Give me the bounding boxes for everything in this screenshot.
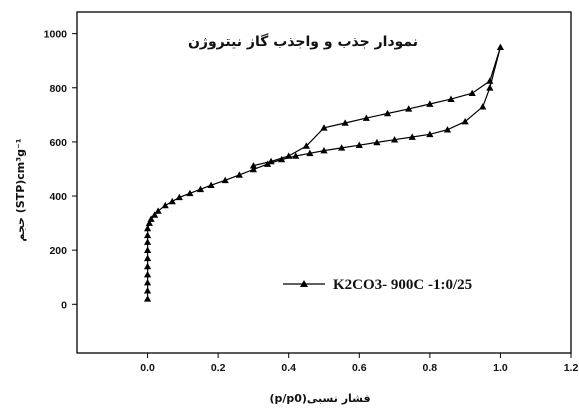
data-point <box>143 238 152 245</box>
data-point <box>486 77 494 84</box>
y-tick-label: 400 <box>49 191 67 203</box>
y-tick-label: 0 <box>61 299 67 311</box>
series-line <box>147 47 501 299</box>
x-tick-label: 0.4 <box>281 362 296 374</box>
data-point <box>320 124 328 131</box>
data-point <box>320 146 328 154</box>
data-point <box>207 181 215 189</box>
data-point <box>267 157 275 165</box>
data-point <box>143 295 152 302</box>
data-point <box>278 155 286 163</box>
data-point <box>168 197 176 205</box>
x-tick-label: 0.2 <box>211 362 226 374</box>
data-point <box>143 224 152 232</box>
axes: 0.0 0.2 0.4 0.6 0.8 1.0 1.2 0 200 400 600 800 1000 <box>44 29 579 374</box>
data-point <box>143 246 152 253</box>
data-point <box>496 43 505 50</box>
data-point <box>143 279 152 286</box>
series-layer <box>143 43 505 302</box>
data-point <box>362 114 370 121</box>
data-point <box>443 126 452 133</box>
data-point <box>373 138 381 146</box>
x-tick-label: 0.6 <box>352 362 367 374</box>
x-tick-label: 0.8 <box>423 362 438 374</box>
data-point <box>235 171 243 178</box>
plot-frame <box>76 11 572 354</box>
data-point <box>175 193 183 201</box>
data-point <box>221 176 229 184</box>
legend: K2CO3- 900C -1:0/25 <box>283 277 472 293</box>
y-tick-label: 800 <box>49 83 67 95</box>
data-point <box>426 130 434 138</box>
data-point <box>447 95 455 102</box>
x-tick-label: 1.0 <box>493 362 508 374</box>
legend-label: K2CO3- 900C -1:0/25 <box>333 277 472 293</box>
data-point <box>479 103 487 110</box>
title-box <box>158 28 448 54</box>
data-point <box>263 160 272 167</box>
y-axis-label: حجم (STP)cm³g⁻¹ <box>14 138 27 241</box>
data-point <box>161 201 169 209</box>
data-point <box>426 100 434 107</box>
data-point <box>306 149 314 157</box>
data-point <box>292 152 300 159</box>
x-axis-label: (p/p0)فشار نسبی <box>269 392 370 405</box>
data-point <box>468 89 476 96</box>
data-point <box>143 262 152 270</box>
data-point <box>143 254 152 262</box>
data-point <box>302 142 310 149</box>
data-point <box>249 165 258 173</box>
data-point <box>408 133 416 140</box>
data-point <box>461 118 469 125</box>
data-point <box>154 207 162 214</box>
data-point <box>151 211 159 218</box>
chart-title: نمودار جذب و واجذب گاز نیتروژن <box>188 33 418 50</box>
data-point <box>143 231 152 239</box>
data-point <box>147 215 155 222</box>
data-point <box>249 162 258 169</box>
data-point <box>145 219 153 226</box>
data-point <box>186 189 194 197</box>
data-point <box>405 105 413 112</box>
data-point <box>390 136 399 143</box>
data-point <box>338 144 346 151</box>
data-point <box>486 84 494 91</box>
x-tick-label: 0.0 <box>140 362 155 374</box>
data-point <box>383 109 392 117</box>
y-tick-label: 600 <box>49 137 67 149</box>
x-tick-label: 1.2 <box>564 362 579 374</box>
data-point <box>341 119 349 126</box>
y-tick-label: 1000 <box>44 29 68 41</box>
data-point <box>143 270 152 278</box>
data-point <box>355 141 363 148</box>
data-point <box>285 152 293 159</box>
data-point <box>196 185 205 193</box>
data-point <box>143 287 152 294</box>
legend-marker <box>300 280 308 287</box>
y-tick-label: 200 <box>49 245 67 257</box>
